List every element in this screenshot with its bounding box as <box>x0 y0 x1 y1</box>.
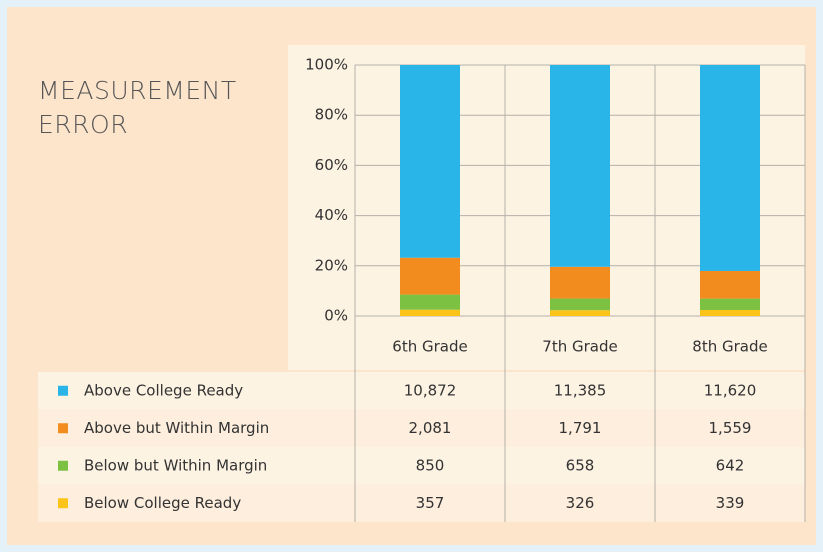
bar-segment <box>550 298 610 311</box>
table-value: 1,791 <box>559 419 602 437</box>
table-row <box>38 409 805 447</box>
table-value: 850 <box>416 456 445 474</box>
table-row <box>38 447 805 485</box>
x-tick-label: 6th Grade <box>392 338 467 356</box>
legend-swatch <box>58 460 68 471</box>
table-value: 11,385 <box>554 381 607 399</box>
legend-swatch <box>58 385 68 396</box>
bar-segment <box>550 266 610 299</box>
chart-title: MEASUREMENT ERROR <box>38 76 237 139</box>
table-row <box>38 484 805 522</box>
y-tick-label: 60% <box>315 156 348 174</box>
legend-label: Below College Ready <box>84 494 241 512</box>
table-row <box>38 372 805 410</box>
bar-segment <box>400 309 460 316</box>
x-tick-label: 8th Grade <box>692 338 767 356</box>
table-value: 339 <box>716 494 745 512</box>
bar-segment <box>400 257 460 295</box>
y-tick-label: 100% <box>305 56 348 74</box>
legend-swatch <box>58 498 68 509</box>
bar-segment <box>400 294 460 310</box>
bar-segment <box>550 310 610 316</box>
y-tick-label: 0% <box>324 307 348 325</box>
table-value: 642 <box>716 456 745 474</box>
y-tick-label: 20% <box>315 256 348 274</box>
legend-label: Above but Within Margin <box>84 419 269 437</box>
bar-segment <box>550 65 610 267</box>
legend-swatch <box>58 423 68 434</box>
x-tick-label: 7th Grade <box>542 338 617 356</box>
y-tick-label: 80% <box>315 106 348 124</box>
table-value: 2,081 <box>409 419 452 437</box>
y-tick-label: 40% <box>315 206 348 224</box>
bar-segment <box>700 270 760 299</box>
table-value: 658 <box>566 456 595 474</box>
bar-segment <box>400 65 460 258</box>
legend-label: Below but Within Margin <box>84 456 267 474</box>
table-value: 326 <box>566 494 595 512</box>
table-value: 10,872 <box>404 381 457 399</box>
bar-segment <box>700 65 760 271</box>
table-value: 11,620 <box>704 381 757 399</box>
table-value: 357 <box>416 494 445 512</box>
bar-segment <box>700 309 760 316</box>
table-value: 1,559 <box>709 419 752 437</box>
legend-label: Above College Ready <box>84 381 243 399</box>
bar-segment <box>700 298 760 310</box>
